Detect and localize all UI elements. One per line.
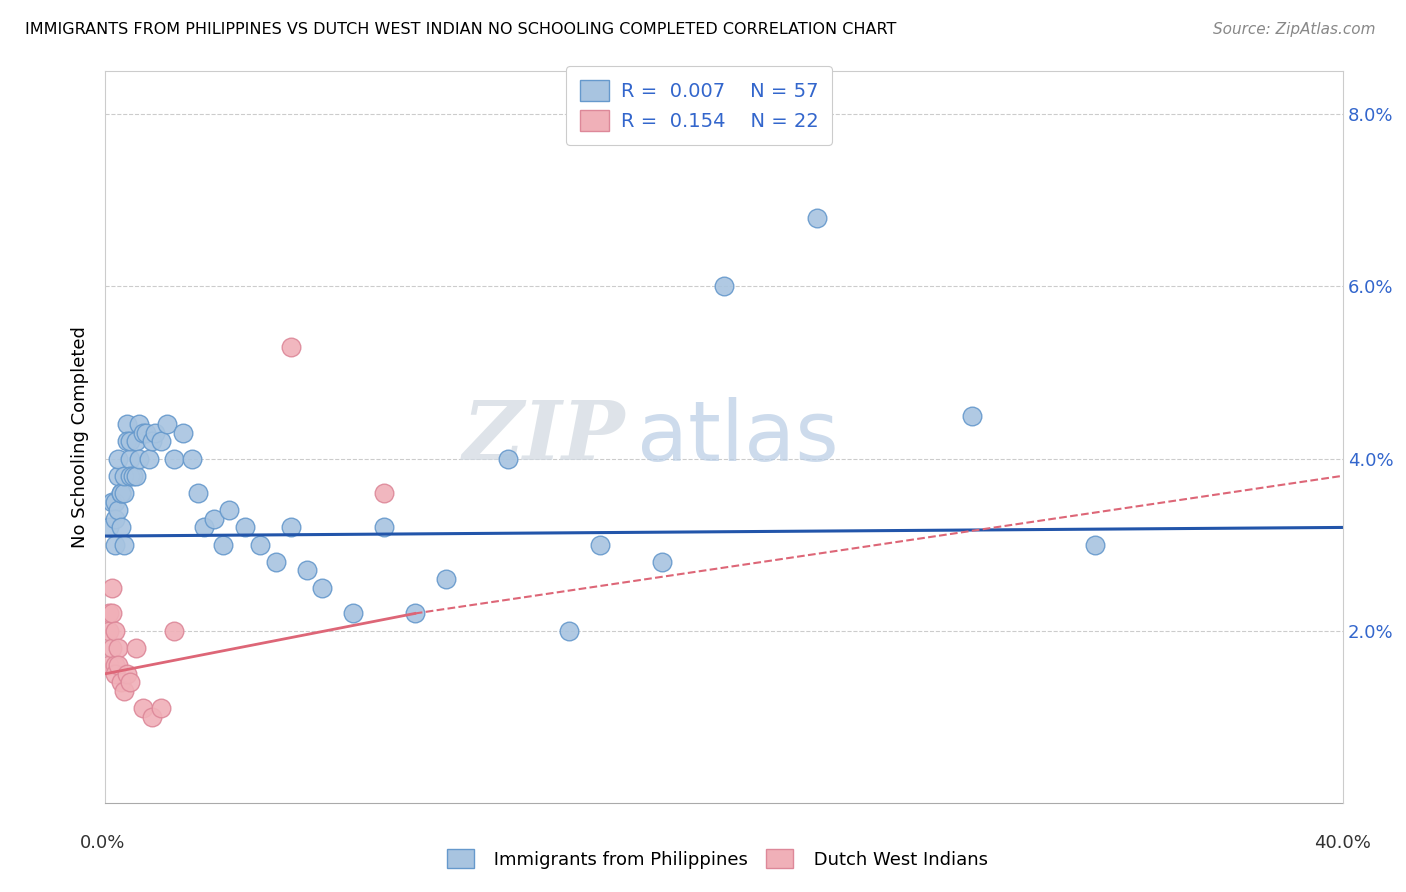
Point: [218, 503, 240, 517]
Point: [107, 658, 129, 673]
Text: Source: ZipAtlas.com: Source: ZipAtlas.com: [1212, 22, 1375, 37]
Point: [280, 520, 302, 534]
Point: [249, 538, 271, 552]
Point: [264, 555, 287, 569]
Point: [125, 434, 148, 449]
Point: [97, 520, 120, 534]
Point: [107, 640, 129, 655]
Legend:  Immigrants from Philippines,  Dutch West Indians: Immigrants from Philippines, Dutch West …: [439, 841, 995, 876]
Point: [156, 417, 179, 432]
Point: [107, 451, 129, 466]
Point: [135, 425, 157, 440]
Point: [202, 512, 225, 526]
Point: [150, 701, 173, 715]
Text: atlas: atlas: [637, 397, 839, 477]
Point: [131, 701, 153, 715]
Point: [100, 607, 122, 621]
Point: [104, 624, 127, 638]
Point: [713, 279, 735, 293]
Point: [110, 675, 132, 690]
Point: [128, 417, 150, 432]
Point: [110, 486, 132, 500]
Point: [115, 417, 138, 432]
Point: [172, 425, 194, 440]
Point: [104, 494, 127, 508]
Point: [589, 538, 612, 552]
Point: [112, 684, 135, 698]
Point: [120, 434, 142, 449]
Point: [107, 468, 129, 483]
Text: 0.0%: 0.0%: [80, 834, 125, 852]
Text: IMMIGRANTS FROM PHILIPPINES VS DUTCH WEST INDIAN NO SCHOOLING COMPLETED CORRELAT: IMMIGRANTS FROM PHILIPPINES VS DUTCH WES…: [25, 22, 897, 37]
Point: [120, 451, 142, 466]
Point: [97, 658, 120, 673]
Point: [112, 538, 135, 552]
Point: [558, 624, 581, 638]
Point: [120, 468, 142, 483]
Point: [434, 572, 457, 586]
Point: [295, 564, 318, 578]
Point: [193, 520, 215, 534]
Point: [162, 624, 184, 638]
Point: [1084, 538, 1107, 552]
Point: [404, 607, 426, 621]
Y-axis label: No Schooling Completed: No Schooling Completed: [72, 326, 90, 548]
Point: [342, 607, 364, 621]
Point: [115, 434, 138, 449]
Point: [960, 409, 983, 423]
Point: [112, 468, 135, 483]
Legend: R =  0.007    N = 57, R =  0.154    N = 22: R = 0.007 N = 57, R = 0.154 N = 22: [567, 66, 832, 145]
Point: [141, 434, 163, 449]
Point: [125, 468, 148, 483]
Point: [104, 512, 127, 526]
Point: [138, 451, 160, 466]
Point: [125, 640, 148, 655]
Text: ZIP: ZIP: [463, 397, 626, 477]
Point: [373, 486, 395, 500]
Text: 40.0%: 40.0%: [1315, 834, 1371, 852]
Point: [120, 675, 142, 690]
Point: [212, 538, 235, 552]
Point: [115, 666, 138, 681]
Point: [651, 555, 673, 569]
Point: [110, 520, 132, 534]
Point: [128, 451, 150, 466]
Point: [104, 538, 127, 552]
Point: [100, 581, 122, 595]
Point: [806, 211, 828, 225]
Point: [104, 666, 127, 681]
Point: [97, 607, 120, 621]
Point: [100, 640, 122, 655]
Point: [143, 425, 166, 440]
Point: [110, 486, 132, 500]
Point: [107, 503, 129, 517]
Point: [233, 520, 256, 534]
Point: [162, 451, 184, 466]
Point: [311, 581, 333, 595]
Point: [187, 486, 209, 500]
Point: [181, 451, 204, 466]
Point: [150, 434, 173, 449]
Point: [496, 451, 519, 466]
Point: [122, 468, 145, 483]
Point: [104, 658, 127, 673]
Point: [280, 340, 302, 354]
Point: [131, 425, 153, 440]
Point: [141, 710, 163, 724]
Point: [373, 520, 395, 534]
Point: [112, 486, 135, 500]
Point: [97, 624, 120, 638]
Point: [100, 494, 122, 508]
